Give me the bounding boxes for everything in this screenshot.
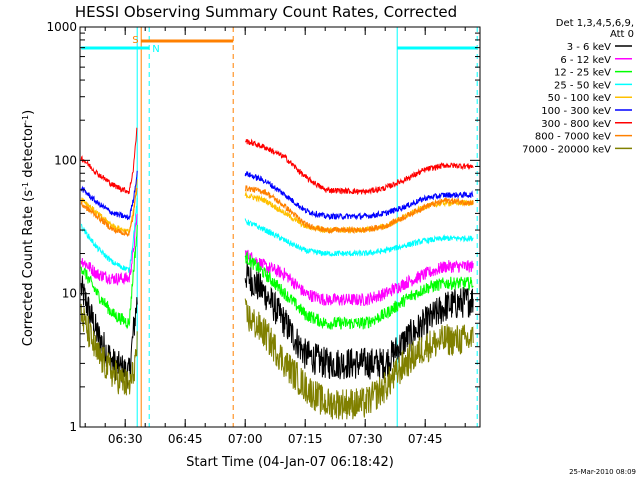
series-line-4-0 [80,179,138,236]
legend-label-3: 25 - 50 keV [554,80,611,91]
x-axis: 06:30 06:45 07:00 07:15 07:30 07:45 [84,27,466,446]
legend-label-6: 300 - 800 keV [541,119,611,130]
legend-label-2: 12 - 25 keV [554,68,611,79]
instrument-state-lines [136,27,478,427]
x-tick-label-1: 06:45 [168,432,203,446]
series-line-1-0 [80,213,138,286]
legend-label-4: 50 - 100 keV [548,93,612,104]
y-axis: 1 10 100 1000 [46,20,480,434]
timestamp: 25-Mar-2010 08:09 [569,468,636,476]
legend-label-0: 3 - 6 keV [567,42,611,53]
series-group [80,127,474,420]
series-line-2-0 [80,224,138,330]
x-tick-label-4: 07:30 [348,432,383,446]
legend-header-1: Att 0 [610,29,634,40]
y-tick-label-0: 1 [69,420,77,434]
legend-header-0: Det 1,3,4,5,6,9, [556,18,634,29]
legend: Det 1,3,4,5,6,9,Att 0 3 - 6 keV 6 - 12 keV… [522,18,634,155]
x-tick-label-5: 07:45 [408,432,443,446]
legend-label-7: 800 - 7000 keV [535,132,611,143]
x-tick-label-0: 06:30 [108,432,143,446]
series-line-8-1 [244,298,474,420]
legend-label-1: 6 - 12 keV [560,55,611,66]
flag-label-1: N [152,44,159,55]
series-line-6-1 [244,138,474,196]
chart-title: HESSI Observing Summary Count Rates, Cor… [75,3,457,21]
x-tick-label-2: 07:00 [228,432,263,446]
plot-frame [79,26,481,428]
x-axis-label: Start Time (04-Jan-07 06:18:42) [186,455,394,470]
series-line-1-1 [244,249,474,307]
y-tick-label-2: 100 [54,153,77,167]
legend-label-8: 7000 - 20000 keV [522,144,611,155]
series-line-7-0 [80,187,138,237]
y-tick-label-1: 10 [62,287,77,301]
series-line-5-0 [80,170,138,221]
y-tick-label-3: 1000 [46,20,77,34]
series-line-8-0 [80,303,138,396]
flag-label-0: S [132,35,138,46]
series-line-3-0 [80,197,138,273]
flag-bars: SN [81,35,478,55]
x-tick-label-3: 07:15 [288,432,323,446]
series-line-6-0 [80,127,138,195]
series-line-7-1 [244,185,474,235]
series-line-0-1 [244,260,474,380]
series-line-3-1 [244,218,474,257]
series-line-2-1 [244,251,474,330]
series-line-5-1 [244,171,474,221]
legend-label-5: 100 - 300 keV [541,106,611,117]
y-axis-label: Corrected Count Rate (s-1 detector-1) [21,110,37,346]
